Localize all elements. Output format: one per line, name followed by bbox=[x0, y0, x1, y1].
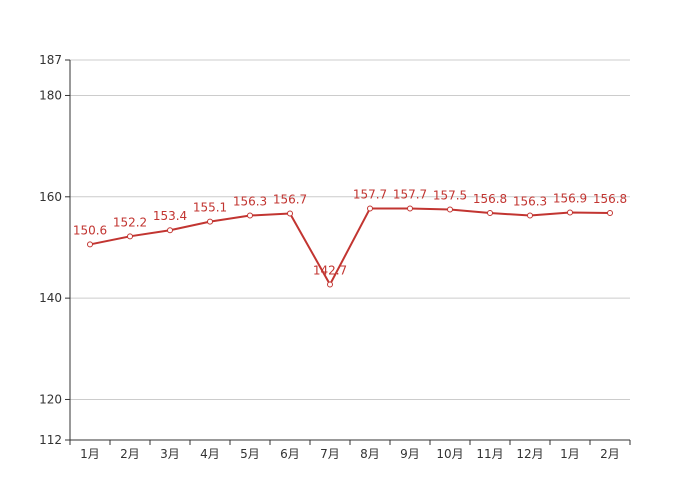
data-label: 156.3 bbox=[513, 195, 547, 209]
data-label: 156.8 bbox=[473, 192, 507, 206]
data-label: 142.7 bbox=[313, 263, 347, 277]
x-tick-label: 12月 bbox=[516, 447, 543, 461]
x-tick-label: 6月 bbox=[280, 447, 300, 461]
x-tick-label: 3月 bbox=[160, 447, 180, 461]
data-point[interactable] bbox=[87, 241, 93, 248]
data-point[interactable] bbox=[167, 227, 173, 234]
data-label: 156.8 bbox=[593, 192, 627, 206]
data-label: 156.9 bbox=[553, 192, 587, 206]
data-label: 156.7 bbox=[273, 193, 307, 207]
data-label: 156.3 bbox=[233, 195, 267, 209]
data-label: 150.6 bbox=[73, 223, 107, 237]
series-line bbox=[89, 207, 611, 286]
data-label: 157.7 bbox=[393, 187, 427, 201]
data-point[interactable] bbox=[327, 281, 333, 288]
x-tick-label: 1月 bbox=[560, 447, 580, 461]
data-point[interactable] bbox=[247, 212, 253, 219]
data-point[interactable] bbox=[287, 210, 293, 217]
data-point[interactable] bbox=[487, 210, 493, 217]
x-tick-label: 9月 bbox=[400, 447, 420, 461]
data-label: 153.4 bbox=[153, 209, 187, 223]
y-tick-label: 160 bbox=[39, 190, 62, 204]
y-tick-label: 112 bbox=[39, 433, 62, 447]
y-tick-label: 120 bbox=[39, 392, 62, 406]
data-label: 152.2 bbox=[113, 215, 147, 229]
y-tick-label: 180 bbox=[39, 88, 62, 102]
data-point[interactable] bbox=[607, 210, 613, 217]
data-point[interactable] bbox=[407, 205, 413, 212]
x-tick-label: 2月 bbox=[600, 447, 620, 461]
data-label: 155.1 bbox=[193, 201, 227, 215]
data-point[interactable] bbox=[367, 205, 373, 212]
x-tick-label: 5月 bbox=[240, 447, 260, 461]
x-tick-label: 8月 bbox=[360, 447, 380, 461]
data-point[interactable] bbox=[527, 212, 533, 219]
x-tick-label: 2月 bbox=[120, 447, 140, 461]
y-tick-label: 187 bbox=[39, 53, 62, 67]
x-tick-label: 11月 bbox=[476, 447, 503, 461]
data-label: 157.7 bbox=[353, 187, 387, 201]
data-point[interactable] bbox=[567, 209, 573, 216]
data-point[interactable] bbox=[127, 233, 133, 240]
data-point[interactable] bbox=[207, 218, 213, 225]
x-tick-label: 7月 bbox=[320, 447, 340, 461]
data-label: 157.5 bbox=[433, 188, 467, 202]
x-tick-label: 4月 bbox=[200, 447, 220, 461]
x-tick-label: 10月 bbox=[436, 447, 463, 461]
x-tick-label: 1月 bbox=[80, 447, 100, 461]
data-point[interactable] bbox=[447, 206, 453, 213]
y-tick-label: 140 bbox=[39, 291, 62, 305]
